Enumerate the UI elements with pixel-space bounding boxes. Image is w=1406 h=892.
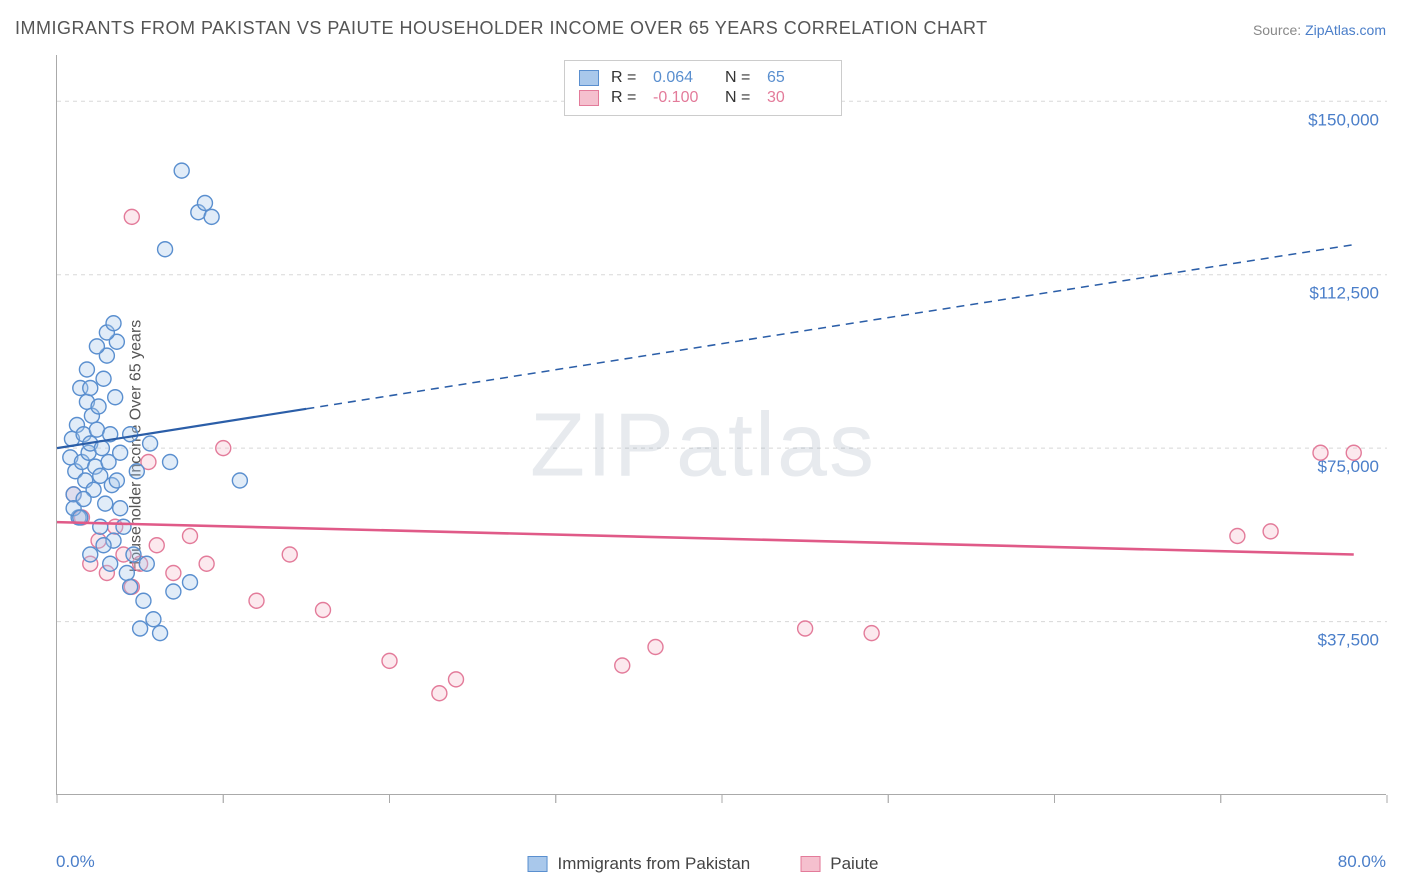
- source-link[interactable]: ZipAtlas.com: [1305, 22, 1386, 38]
- legend-correlation-box: R = 0.064 N = 65 R = -0.100 N = 30: [564, 60, 842, 116]
- chart-container: IMMIGRANTS FROM PAKISTAN VS PAIUTE HOUSE…: [0, 0, 1406, 892]
- source-attribution: Source: ZipAtlas.com: [1253, 22, 1386, 38]
- swatch-series1: [579, 70, 599, 86]
- x-axis-end-label: 80.0%: [1338, 852, 1386, 872]
- svg-text:$150,000: $150,000: [1308, 110, 1379, 129]
- n-label: N =: [725, 69, 755, 87]
- swatch-series1-bottom: [528, 856, 548, 872]
- r-value-series2: -0.100: [653, 89, 713, 107]
- r-value-series1: 0.064: [653, 69, 713, 87]
- chart-title: IMMIGRANTS FROM PAKISTAN VS PAIUTE HOUSE…: [15, 18, 988, 39]
- svg-text:$112,500: $112,500: [1309, 284, 1379, 303]
- legend-item-series1: Immigrants from Pakistan: [528, 854, 751, 874]
- r-label: R =: [611, 69, 641, 87]
- legend-label-series2: Paiute: [830, 854, 878, 874]
- svg-text:$75,000: $75,000: [1318, 457, 1379, 476]
- legend-item-series2: Paiute: [800, 854, 878, 874]
- n-value-series2: 30: [767, 89, 827, 107]
- n-label: N =: [725, 89, 755, 107]
- r-label: R =: [611, 89, 641, 107]
- plot-area: $37,500 $75,000 $112,500 $150,000: [56, 55, 1386, 795]
- legend-series-box: Immigrants from Pakistan Paiute: [528, 854, 879, 874]
- x-axis-start-label: 0.0%: [56, 852, 95, 872]
- n-value-series1: 65: [767, 69, 827, 87]
- plot-svg: $37,500 $75,000 $112,500 $150,000: [57, 55, 1387, 795]
- legend-row-series2: R = -0.100 N = 30: [579, 89, 827, 107]
- swatch-series2-bottom: [800, 856, 820, 872]
- source-label: Source:: [1253, 22, 1305, 38]
- swatch-series2: [579, 90, 599, 106]
- svg-text:$37,500: $37,500: [1318, 631, 1379, 650]
- legend-row-series1: R = 0.064 N = 65: [579, 69, 827, 87]
- legend-label-series1: Immigrants from Pakistan: [558, 854, 751, 874]
